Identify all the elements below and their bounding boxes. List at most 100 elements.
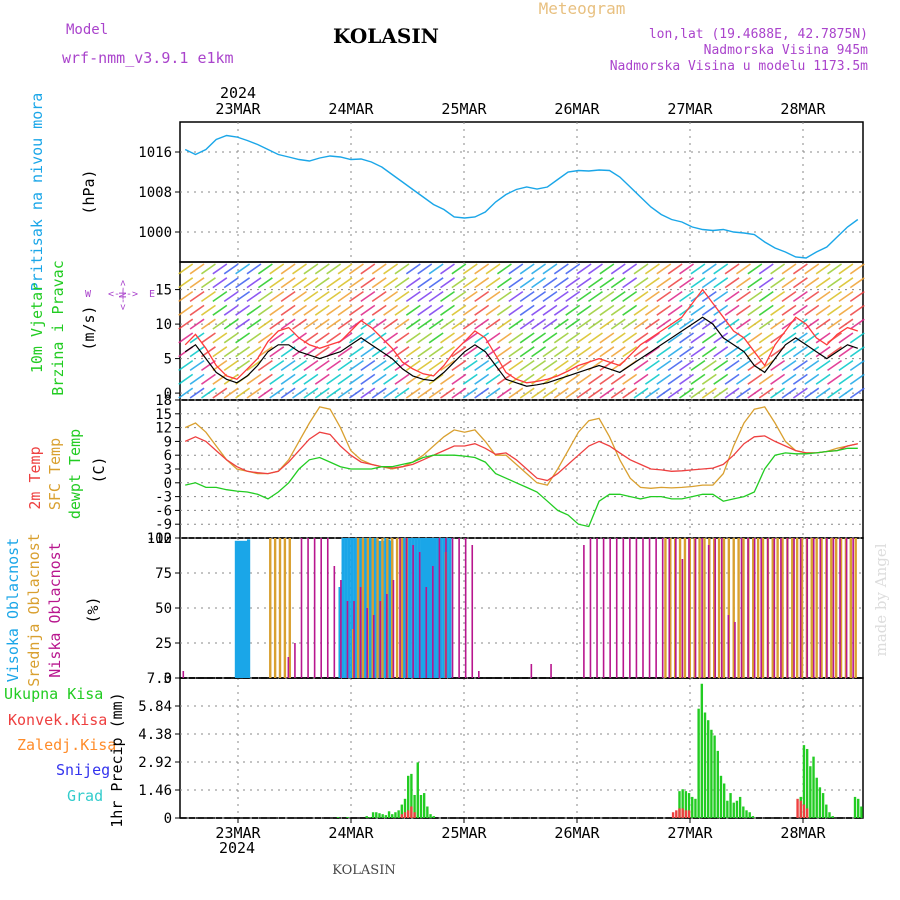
wind-arrow (531, 304, 547, 316)
wind-arrow (599, 318, 615, 330)
wind-arrow (257, 346, 273, 358)
precip-bar (716, 750, 719, 818)
wind-arrow (440, 387, 455, 399)
wind-arrow (610, 346, 626, 358)
wind-arrow (519, 346, 535, 358)
cloud-bar (418, 552, 421, 678)
cloud-bar (182, 671, 185, 678)
precip-bar (387, 811, 391, 818)
wind-arrow (474, 318, 490, 330)
cloud-bar (753, 538, 756, 678)
wind-arrow (781, 346, 797, 358)
wind-arrow (542, 290, 558, 303)
wind-arrow (348, 387, 364, 399)
wind-arrow (713, 304, 729, 316)
wind-arrow (519, 263, 535, 275)
wind-arrow (383, 373, 399, 385)
cloud-bar (478, 671, 480, 678)
wind-arrow (724, 373, 740, 385)
wind-arrow (496, 277, 512, 289)
precip-bar (745, 810, 748, 818)
cloud-bar (356, 538, 360, 678)
cloud-bar (402, 538, 406, 678)
wind-arrow (701, 332, 717, 344)
cloud-bar (766, 538, 769, 678)
wind-arrow (804, 304, 820, 316)
wind-arrow (519, 359, 535, 372)
cloud-bar (760, 538, 763, 678)
wind-arrow (269, 263, 285, 275)
wind-arrow (724, 318, 740, 330)
wind-arrow (371, 346, 387, 358)
cloud-bar (307, 538, 309, 678)
cloud-bar (589, 538, 592, 678)
gust-line (184, 288, 859, 384)
wind-arrow (815, 346, 831, 358)
cloud-bar (727, 538, 731, 678)
wind-arrow (599, 359, 615, 372)
cloud-bar (333, 566, 336, 678)
precip-bar (410, 773, 413, 818)
wind-arrow (588, 290, 603, 303)
cloud-bar (675, 538, 677, 678)
wind-arrow (565, 304, 581, 316)
wind-arrow (679, 373, 695, 385)
wind-arrow (257, 304, 273, 316)
wind-arrow (337, 277, 353, 289)
wind-arrow (451, 263, 467, 275)
wind-arrow (394, 277, 410, 289)
cloud-bar (609, 538, 611, 678)
wind-arrow (565, 290, 581, 303)
wind-arrow (440, 332, 455, 344)
wind-arrow (257, 373, 273, 385)
cloud-bar (237, 540, 242, 678)
wind-arrow (371, 332, 387, 344)
wind-arrow (679, 332, 695, 344)
cloud-bar (602, 538, 605, 678)
svg-text:W: W (85, 289, 92, 300)
wind-arrow (360, 304, 376, 316)
conv-precip-bar (802, 804, 806, 818)
cloud-bar (737, 538, 740, 678)
wind-arrow (553, 277, 569, 289)
wind-arrow (178, 304, 194, 316)
precip-bar (391, 814, 394, 818)
cloud-bar (464, 538, 467, 678)
wind-arrow (781, 332, 797, 344)
wind-arrow (588, 373, 603, 385)
wind-arrow (451, 277, 467, 289)
precip-bar (742, 806, 745, 818)
wind-arrow (610, 332, 626, 344)
wind-arrow (371, 304, 387, 316)
wind-arrow (827, 318, 843, 330)
cloud-bar (399, 538, 401, 678)
wind-arrow (758, 263, 774, 275)
wind-arrow (770, 318, 786, 330)
wind-arrow (280, 263, 296, 275)
watermark: made by Angel (872, 543, 890, 656)
y-tick-label: 9 (164, 434, 172, 450)
cloud-bar (852, 538, 854, 678)
wind-arrow (212, 359, 228, 372)
wind-arrow (371, 359, 387, 372)
wind-arrow (758, 332, 774, 344)
wind-arrow (622, 277, 638, 289)
wind-arrow (690, 387, 706, 399)
wind-arrow (553, 263, 569, 275)
wind-arrow (508, 346, 524, 358)
wind-arrow (508, 263, 524, 275)
wind-arrow (747, 263, 763, 275)
legend-conv: Konvek.Kisa (8, 711, 107, 729)
cloud-bar (386, 594, 388, 678)
wind-arrow (326, 263, 342, 275)
wind-arrow (246, 387, 262, 399)
date-label-bottom: 24MAR (328, 824, 374, 842)
wind-arrow (542, 318, 558, 330)
wind-arrow (451, 332, 467, 344)
wind-arrow (496, 373, 512, 385)
wind-arrow (849, 387, 865, 399)
cloud-bar (392, 580, 395, 678)
precip-bar (703, 712, 707, 818)
precip-bar (416, 762, 419, 818)
cloud-bar (773, 538, 776, 678)
